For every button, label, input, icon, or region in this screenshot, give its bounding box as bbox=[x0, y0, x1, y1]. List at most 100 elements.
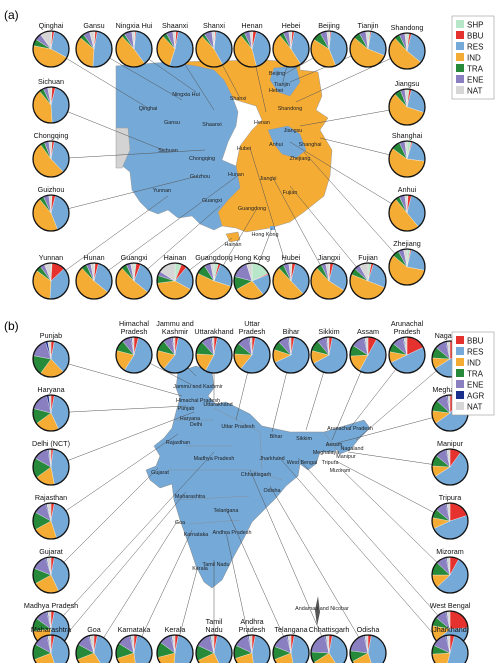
pie-label-himachal-pradesh: Himachal Pradesh bbox=[119, 319, 149, 336]
pie-outline-himachal-pradesh bbox=[115, 336, 153, 374]
pie-uttarakhand bbox=[195, 336, 233, 374]
map-label-bihar: Bihar bbox=[270, 434, 283, 440]
pie-tianjin bbox=[349, 30, 387, 68]
legend-label-res: RES bbox=[467, 43, 483, 52]
map-label-chhattisgarh: Chhattisgarh bbox=[241, 472, 272, 478]
pie-anhui bbox=[388, 194, 426, 232]
leader-line-meghalaya bbox=[325, 412, 451, 447]
map-label-chongqing: Chongqing bbox=[189, 156, 215, 162]
pie-gansu bbox=[75, 30, 113, 68]
panel-b-label: (b) bbox=[4, 319, 19, 333]
leader-line-goa bbox=[93, 519, 179, 654]
pie-label-andhra-pradesh: Andhra Pradesh bbox=[239, 617, 266, 634]
china-blue-west bbox=[115, 61, 241, 231]
leader-line-andhra-pradesh bbox=[225, 531, 253, 654]
pie-outline-andhra-pradesh bbox=[233, 634, 271, 668]
panel-b-legend: BBU RES IND TRA ENE AGR NAT bbox=[451, 331, 495, 416]
leader-line-gujarat bbox=[50, 467, 159, 576]
pie-outline-tripura bbox=[431, 502, 469, 540]
china-grey-west bbox=[115, 127, 131, 169]
pie-guangxi bbox=[115, 262, 153, 300]
leader-line-tripura bbox=[333, 459, 451, 522]
pie-delhi-nct bbox=[32, 448, 70, 486]
pie-outline-manipur bbox=[431, 448, 469, 486]
pie-label-maharashtra: Maharashtra bbox=[31, 625, 71, 634]
map-label-haryana: Haryana bbox=[180, 416, 200, 422]
pie-label-uttarakhand: Uttarakhand bbox=[194, 327, 233, 336]
pie-label-mizoram: Mizoram bbox=[436, 547, 464, 556]
pie-label-tianjin: Tianjin bbox=[358, 21, 379, 30]
china-pies: Qinghai Gansu Ningxia Hui Shaanxi Shanxi Hena… bbox=[32, 21, 426, 300]
map-label-madhya-pradesh: Madhya Pradesh bbox=[194, 456, 235, 462]
map-label-sikkim: Sikkim bbox=[296, 436, 312, 442]
pie-maharashtra bbox=[32, 634, 70, 668]
pie-outline-maharashtra bbox=[32, 634, 70, 668]
map-label-uttarakhand: Uttarakhand bbox=[203, 402, 232, 408]
map-label-maharashtra: Maharashtra bbox=[175, 494, 205, 500]
pie-label-sichuan: Sichuan bbox=[38, 77, 64, 86]
pie-label-guangxi: Guangxi bbox=[121, 253, 148, 262]
pie-shandong bbox=[388, 32, 426, 70]
leader-line-maharashtra bbox=[50, 491, 187, 654]
map-label-hunan: Hunan bbox=[228, 172, 244, 178]
pie-outline-arunachal-pradesh bbox=[388, 336, 426, 374]
pie-madhya-pradesh bbox=[32, 610, 70, 648]
pie-label-henan: Henan bbox=[241, 21, 262, 30]
china-blue-anhui bbox=[267, 125, 307, 159]
pie-hebei bbox=[272, 30, 310, 68]
map-label-guizhou: Guizhou bbox=[190, 174, 210, 180]
pie-outline-chongqing bbox=[32, 140, 70, 178]
pie-outline-jiangsu bbox=[388, 88, 426, 126]
pie-label-goa: Goa bbox=[87, 625, 101, 634]
map-label-tamil-nadu: Tamil Nadu bbox=[203, 562, 230, 568]
panel-b: (b) Jammu and Kashmir Himachal Pradesh Pun… bbox=[4, 319, 495, 668]
pie-outline-telangana bbox=[272, 634, 310, 668]
pie-rajasthan bbox=[32, 502, 70, 540]
map-label-ningxia-hui: Ningxia Hui bbox=[172, 92, 200, 98]
pie-henan bbox=[233, 30, 271, 68]
pie-label-shandong: Shandong bbox=[391, 23, 424, 32]
pie-label-karnataka: Karnataka bbox=[118, 625, 151, 634]
pie-shanghai bbox=[388, 140, 426, 178]
leader-line-qinghai bbox=[50, 48, 149, 109]
pie-label-uttar-pradesh: Uttar Pradesh bbox=[239, 319, 266, 336]
leader-line-odisha bbox=[269, 485, 369, 654]
leader-line-nagaland bbox=[355, 358, 451, 441]
legend-swatch-agr bbox=[456, 391, 464, 399]
pie-outline-ningxia-hui bbox=[115, 30, 153, 68]
pie-outline-kerala bbox=[156, 634, 194, 668]
legend-swatch-res bbox=[456, 42, 464, 50]
leader-line-haryana bbox=[50, 405, 187, 414]
pie-label-manipur: Manipur bbox=[437, 439, 464, 448]
legend-label-nat: NAT bbox=[467, 403, 483, 412]
map-label-nagaland: Nagaland bbox=[340, 446, 363, 452]
pie-outline-uttarakhand bbox=[195, 336, 233, 374]
legend-swatch-ene bbox=[456, 75, 464, 83]
pie-label-jiangsu: Jiangsu bbox=[395, 79, 420, 88]
pie-chhattisgarh bbox=[310, 634, 348, 668]
pie-label-arunachal-pradesh: Arunachal Pradesh bbox=[391, 319, 424, 336]
pie-arunachal-pradesh bbox=[388, 336, 426, 374]
map-label-delhi: Delhi bbox=[190, 422, 202, 428]
leader-line-guangxi bbox=[133, 205, 221, 282]
leader-line-chhattisgarh bbox=[249, 469, 330, 654]
pie-label-punjab: Punjab bbox=[40, 331, 62, 340]
map-label-himachal-pradesh: Himachal Pradesh bbox=[176, 398, 220, 404]
pie-shaanxi bbox=[156, 30, 194, 68]
pie-outline-yunnan bbox=[32, 262, 70, 300]
pie-outline-shandong bbox=[388, 32, 426, 70]
map-label-zhejiang: Zhejiang bbox=[290, 156, 311, 162]
pie-shanxi bbox=[195, 30, 233, 68]
pie-outline-goa bbox=[75, 634, 113, 668]
map-label-shanghai: Shanghai bbox=[299, 142, 322, 148]
pie-label-ningxia-hui: Ningxia Hui bbox=[116, 21, 153, 30]
leader-line-west-bengal bbox=[297, 457, 451, 630]
pie-bihar bbox=[272, 336, 310, 374]
pie-label-delhi-nct: Delhi (NCT) bbox=[32, 439, 70, 448]
pie-outline-beijing bbox=[310, 30, 348, 68]
map-label-tripura: Tripura bbox=[322, 460, 339, 466]
pie-label-anhui: Anhui bbox=[398, 185, 417, 194]
pie-outline-bihar bbox=[272, 336, 310, 374]
pie-tamil-nadu bbox=[195, 634, 233, 668]
leader-line-hubei bbox=[249, 147, 292, 282]
